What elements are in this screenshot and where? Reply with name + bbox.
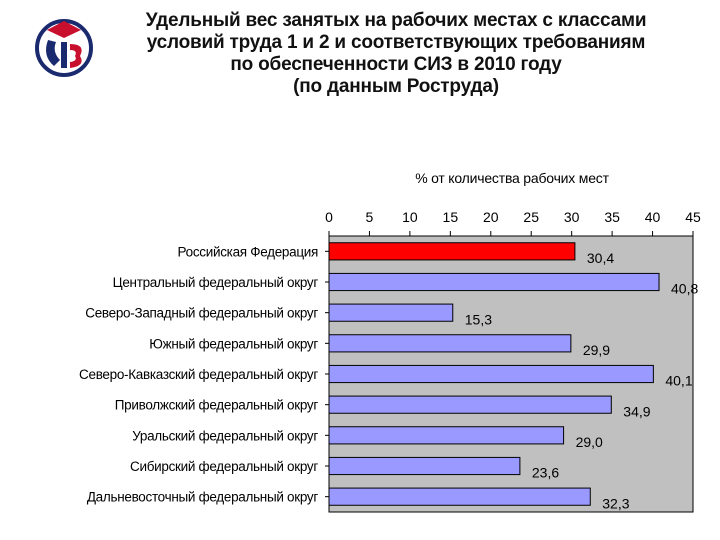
value-label: 32,3 — [602, 495, 629, 511]
x-tick-label: 10 — [402, 209, 418, 225]
x-axis-ticks: 0 5 10 15 20 25 30 35 40 45 — [325, 209, 701, 236]
title-line: (по данным Роструда) — [293, 76, 499, 97]
category-label: Центральный федеральный округ — [113, 275, 319, 290]
x-tick-label: 5 — [366, 209, 374, 225]
value-label: 15,3 — [465, 311, 492, 327]
x-tick-label: 45 — [685, 209, 701, 225]
bar — [328, 334, 572, 353]
title-line: по обеспеченности СИЗ в 2010 году — [230, 54, 562, 75]
category-labels: Российская Федерация Центральный федераль… — [79, 244, 329, 505]
bar — [328, 456, 521, 476]
category-label: Южный федеральный округ — [149, 336, 318, 351]
bar — [328, 426, 565, 445]
value-label: 29,0 — [576, 434, 603, 450]
bar — [328, 487, 591, 506]
category-label: Уральский федеральный округ — [132, 428, 318, 443]
value-label: 40,1 — [665, 373, 692, 389]
x-tick-label: 40 — [645, 209, 661, 225]
chart-title: Удельный вес занятых на рабочих местах с… — [96, 10, 696, 98]
category-label: Дальневосточный федеральный округ — [87, 490, 319, 505]
value-label: 23,6 — [532, 465, 559, 481]
title-line: Удельный вес занятых на рабочих местах с… — [145, 10, 647, 31]
value-label: 40,8 — [671, 281, 698, 297]
value-labels: 30,4 40,8 15,3 29,9 40,1 34,9 29,0 23,6 32,3 — [465, 250, 699, 511]
bars — [328, 242, 660, 506]
bar — [328, 272, 660, 292]
x-tick-label: 20 — [483, 209, 499, 225]
x-axis-label: % от количества рабочих мест — [415, 170, 609, 186]
x-tick-label: 25 — [523, 209, 539, 225]
siz-logo-icon — [34, 16, 94, 78]
category-label: Сибирский федеральный округ — [130, 459, 318, 474]
value-label: 34,9 — [623, 403, 650, 419]
bar — [328, 364, 654, 384]
bar — [328, 242, 576, 261]
category-label: Российская Федерация — [178, 244, 318, 259]
bar — [328, 303, 454, 322]
category-label: Северо-Западный федеральный округ — [85, 306, 318, 321]
title-line: условий труда 1 и 2 и соответствующих тр… — [146, 32, 646, 53]
value-label: 29,9 — [583, 342, 610, 358]
x-tick-label: 0 — [325, 209, 333, 225]
x-tick-label: 30 — [564, 209, 580, 225]
category-label: Северо-Кавказский федеральный округ — [79, 367, 318, 382]
x-tick-label: 35 — [604, 209, 620, 225]
value-label: 30,4 — [587, 250, 614, 266]
category-label: Приволжский федеральный округ — [115, 398, 319, 413]
bar — [328, 395, 612, 414]
x-tick-label: 15 — [443, 209, 459, 225]
